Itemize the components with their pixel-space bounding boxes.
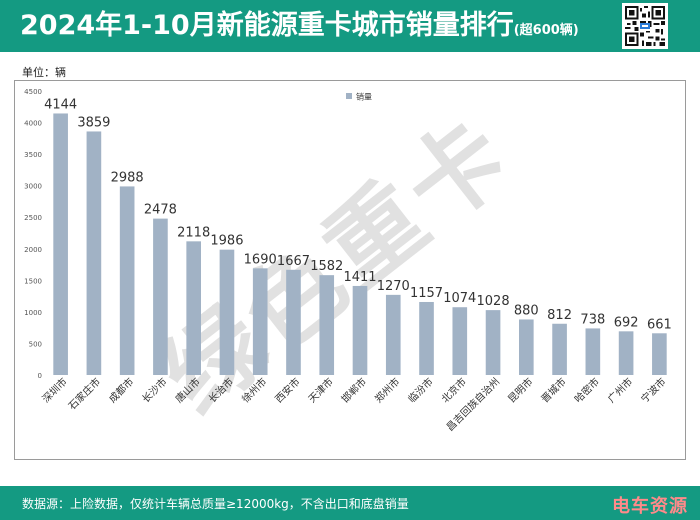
data-label: 1074 (443, 291, 476, 306)
bar (86, 131, 102, 375)
data-label: 1582 (310, 259, 343, 274)
header-bar: 2024年1-10月新能源重卡城市销量排行(超600辆) (0, 0, 700, 52)
category-label: 晋城市 (538, 375, 568, 405)
data-label: 738 (580, 312, 605, 327)
y-tick-label: 1000 (24, 309, 42, 317)
category-label: 石家庄市 (66, 375, 103, 412)
bar (618, 331, 634, 375)
bar (286, 269, 301, 375)
data-label: 1667 (277, 254, 310, 269)
data-label: 1986 (210, 234, 243, 249)
category-label: 成都市 (106, 375, 136, 405)
bar (119, 186, 135, 375)
bar (452, 307, 468, 375)
category-label: 临汾市 (405, 375, 435, 405)
data-label: 692 (614, 315, 639, 330)
data-label: 2478 (144, 203, 177, 218)
footer-bar: 数据源：上险数据，仅统计车辆总质量≥12000kg，不含出口和底盘销量 电车资源 (0, 486, 700, 520)
bar (552, 323, 567, 375)
category-label: 宁波市 (638, 375, 668, 405)
unit-label: 单位：辆 (22, 66, 66, 79)
y-tick-label: 3500 (24, 151, 42, 159)
y-tick-label: 2500 (24, 214, 42, 222)
y-tick-label: 0 (38, 372, 42, 380)
bar (485, 310, 501, 375)
category-label: 深圳市 (39, 375, 69, 405)
data-label: 1690 (244, 252, 277, 267)
title-note: (超600辆) (513, 23, 579, 38)
category-label: 广州市 (605, 375, 635, 405)
bar (419, 301, 434, 375)
data-label: 2118 (177, 225, 210, 240)
bar (153, 218, 168, 375)
data-label: 4144 (44, 97, 77, 112)
title-main: 2024年1-10月新能源重卡城市销量排行 (20, 10, 514, 41)
y-tick-label: 3000 (24, 183, 42, 191)
category-label: 北京市 (439, 375, 469, 405)
category-label: 长沙市 (139, 375, 169, 405)
legend-swatch (346, 93, 352, 99)
bar (352, 285, 368, 375)
category-label: 哈密市 (572, 375, 602, 405)
bar (652, 333, 667, 375)
chart-frame (14, 80, 686, 460)
legend-label: 销量 (356, 92, 372, 102)
y-tick-label: 500 (29, 340, 42, 348)
y-tick-label: 4000 (24, 120, 42, 128)
bar-chart: 绿色重卡050010001500200025003000350040004500… (24, 88, 672, 435)
data-label: 812 (547, 308, 572, 323)
data-label: 1157 (410, 286, 443, 301)
data-label: 1028 (477, 294, 510, 309)
bar (252, 268, 268, 375)
bar (585, 328, 601, 375)
bar (186, 241, 202, 375)
data-source-note: 数据源：上险数据，仅统计车辆总质量≥12000kg，不含出口和底盘销量 (22, 497, 409, 511)
data-label: 1411 (343, 270, 376, 285)
data-label: 2988 (111, 170, 144, 185)
data-label: 1270 (377, 279, 410, 294)
category-label: 昆明市 (505, 375, 535, 405)
category-label: 邯郸市 (339, 375, 369, 405)
data-label: 880 (514, 303, 539, 318)
category-label: 郑州市 (372, 375, 402, 405)
y-tick-label: 4500 (24, 88, 42, 96)
bar (385, 294, 401, 375)
y-tick-label: 2000 (24, 246, 42, 254)
data-label: 3859 (77, 115, 110, 130)
category-label: 昌吉回族自治州 (443, 375, 502, 434)
bar (219, 249, 235, 375)
qr-code-icon (622, 3, 668, 49)
bar (518, 319, 534, 375)
y-tick-label: 1500 (24, 277, 42, 285)
category-label: 天津市 (305, 375, 335, 405)
page-title: 2024年1-10月新能源重卡城市销量排行(超600辆) (20, 8, 579, 44)
bar (53, 113, 68, 375)
bar (319, 275, 335, 375)
data-label: 661 (647, 317, 672, 332)
brand-logo: 电车资源 (612, 496, 688, 517)
